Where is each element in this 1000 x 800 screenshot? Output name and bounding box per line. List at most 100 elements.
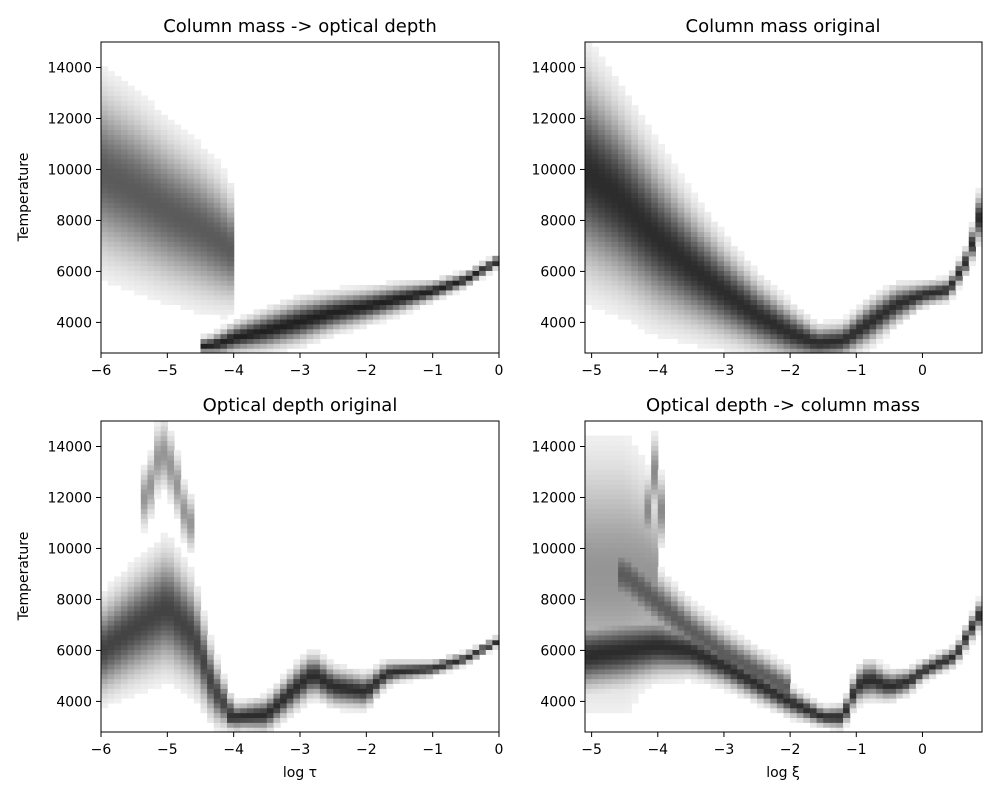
heatmap-cell	[598, 182, 606, 189]
heatmap-cell	[651, 479, 659, 485]
heatmap-cell	[644, 134, 652, 140]
heatmap-cell	[598, 629, 606, 636]
heatmap-cell	[935, 289, 943, 296]
heatmap-cell	[120, 673, 129, 680]
heatmap-cell	[604, 440, 613, 446]
heatmap-cell	[180, 649, 188, 655]
heatmap-cell	[585, 153, 593, 160]
heatmap-cell	[849, 314, 857, 320]
heatmap-cell	[856, 333, 864, 340]
heatmap-cell	[120, 280, 129, 286]
heatmap-cell	[776, 323, 785, 330]
heatmap-cell	[651, 173, 659, 179]
heatmap-cell	[120, 192, 129, 199]
heatmap-cell	[644, 620, 652, 626]
heatmap-cell	[107, 129, 115, 135]
heatmap-cell	[207, 192, 215, 199]
heatmap-cell	[101, 241, 109, 247]
heatmap-cell	[684, 634, 692, 641]
heatmap-cell	[631, 527, 639, 534]
heatmap-cell	[359, 668, 367, 675]
heatmap-cell	[227, 231, 235, 237]
heatmap-cell	[445, 284, 454, 291]
heatmap-cell	[770, 314, 778, 320]
heatmap-cell	[180, 270, 188, 276]
heatmap-cell	[585, 129, 593, 135]
y-tick-label: 8000	[540, 213, 576, 229]
heatmap-cell	[207, 236, 215, 242]
heatmap-cell	[253, 318, 261, 325]
heatmap-cell	[591, 586, 599, 592]
heatmap-cell	[624, 576, 632, 582]
heatmap-cell	[618, 532, 626, 539]
heatmap-cell	[101, 649, 109, 655]
heatmap-cell	[591, 474, 599, 480]
heatmap-cell	[379, 318, 387, 325]
heatmap-cell	[591, 668, 599, 675]
heatmap-cell	[432, 668, 440, 675]
heatmap-cell	[585, 595, 593, 602]
heatmap-cell	[227, 270, 235, 276]
heatmap-cell	[134, 134, 142, 140]
heatmap-cell	[829, 318, 838, 325]
heatmap-cell	[220, 221, 228, 228]
heatmap-cell	[213, 236, 221, 242]
heatmap-cell	[260, 343, 268, 349]
heatmap-cell	[319, 333, 328, 340]
heatmap-cell	[604, 503, 613, 510]
heatmap-cell	[902, 294, 910, 301]
heatmap-cell	[432, 289, 440, 296]
heatmap-cell	[723, 314, 732, 320]
heatmap-cell	[585, 440, 593, 446]
heatmap-cell	[677, 275, 685, 281]
heatmap-cell	[644, 629, 652, 636]
heatmap-cell	[624, 547, 632, 553]
heatmap-cell	[492, 255, 500, 262]
heatmap-cell	[233, 717, 241, 723]
heatmap-cell	[790, 323, 798, 330]
heatmap-cell	[604, 668, 613, 675]
heatmap-cell	[816, 712, 824, 719]
heatmap-cell	[624, 265, 632, 271]
heatmap-cell	[598, 139, 606, 145]
heatmap-cell	[220, 173, 228, 179]
heatmap-cell	[591, 644, 599, 650]
heatmap-cell	[770, 284, 778, 291]
heatmap-cell	[723, 678, 732, 685]
heatmap-cell	[604, 513, 613, 519]
heatmap-cell	[598, 216, 606, 223]
heatmap-cell	[585, 95, 593, 101]
heatmap-cell	[227, 280, 235, 286]
heatmap-cell	[856, 314, 864, 320]
heatmap-cell	[637, 479, 646, 485]
heatmap-cell	[631, 309, 639, 315]
heatmap-cell	[492, 639, 500, 646]
heatmap-cell	[770, 673, 778, 680]
heatmap-cell	[280, 717, 288, 723]
heatmap-cell	[160, 178, 168, 184]
heatmap-cell	[134, 178, 142, 184]
heatmap-cell	[624, 668, 632, 675]
heatmap-cell	[862, 688, 871, 694]
heatmap-cell	[140, 231, 149, 237]
heatmap-cell	[644, 566, 652, 573]
heatmap-cell	[671, 333, 679, 340]
heatmap-cell	[763, 304, 771, 310]
heatmap-cell	[968, 615, 976, 621]
heatmap-cell	[684, 639, 692, 646]
heatmap-cell	[776, 328, 785, 335]
heatmap-cell	[173, 464, 182, 471]
heatmap-cell	[611, 80, 619, 87]
heatmap-cell	[624, 207, 632, 213]
heatmap-cell	[631, 182, 639, 189]
heatmap-cell	[677, 591, 685, 597]
heatmap-cell	[591, 542, 599, 548]
heatmap-cell	[604, 66, 613, 72]
heatmap-cell	[770, 343, 778, 349]
heatmap-cell	[213, 182, 221, 189]
heatmap-cell	[776, 693, 785, 699]
heatmap-cell	[624, 625, 632, 631]
heatmap-cell	[743, 644, 752, 650]
heatmap-cell	[372, 299, 381, 306]
heatmap-cell	[114, 80, 122, 87]
